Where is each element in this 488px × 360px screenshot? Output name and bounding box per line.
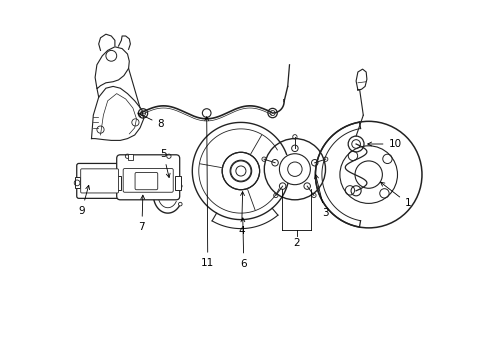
Text: 2: 2	[293, 238, 300, 248]
Text: 10: 10	[367, 139, 401, 149]
Circle shape	[178, 202, 182, 206]
Text: 9: 9	[78, 185, 89, 216]
Bar	[128, 154, 133, 160]
Bar	[175, 176, 181, 190]
FancyBboxPatch shape	[77, 163, 122, 198]
Text: 1: 1	[380, 182, 410, 208]
Circle shape	[178, 184, 182, 188]
Bar	[120, 177, 124, 188]
FancyBboxPatch shape	[117, 155, 179, 200]
Bar	[115, 176, 121, 190]
Text: 8: 8	[138, 113, 163, 129]
Text: 5: 5	[160, 149, 170, 177]
Text: 11: 11	[201, 117, 214, 268]
FancyBboxPatch shape	[135, 172, 158, 190]
FancyBboxPatch shape	[123, 168, 173, 192]
Bar	[75, 177, 80, 188]
FancyBboxPatch shape	[81, 169, 118, 193]
Text: 6: 6	[240, 218, 246, 269]
Text: 4: 4	[238, 192, 244, 236]
Text: 3: 3	[314, 175, 328, 218]
Text: 7: 7	[138, 195, 145, 232]
